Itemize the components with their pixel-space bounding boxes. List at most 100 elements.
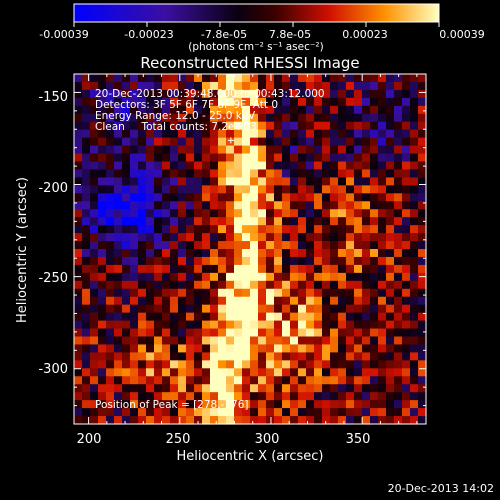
heatmap-cell (386, 328, 395, 338)
heatmap-cell (98, 121, 107, 131)
heatmap-cell (338, 336, 347, 346)
heatmap-cell (210, 416, 219, 425)
heatmap-cell (354, 296, 363, 306)
heatmap-cell (410, 81, 419, 91)
heatmap-cell (210, 225, 219, 234)
heatmap-cell (378, 105, 387, 115)
heatmap-cell (82, 400, 91, 409)
heatmap-cell (362, 400, 371, 409)
heatmap-cell (106, 312, 115, 322)
heatmap-cell (178, 185, 187, 194)
heatmap-cell (298, 320, 307, 330)
colorbar-tick-label: -7.8e-05 (201, 28, 247, 41)
heatmap-cell (394, 129, 403, 139)
heatmap-cell (282, 193, 291, 202)
heatmap-cell (314, 177, 323, 186)
heatmap-cell (362, 241, 371, 250)
heatmap-cell (306, 312, 315, 322)
heatmap-cell (162, 177, 171, 186)
heatmap-cell (410, 256, 419, 266)
heatmap-cell (162, 105, 171, 115)
heatmap-cell (386, 336, 395, 346)
heatmap-cell (226, 233, 235, 242)
heatmap-cell (314, 129, 323, 139)
heatmap-cell (154, 241, 163, 250)
heatmap-cell (314, 193, 323, 202)
heatmap-cell (186, 241, 195, 250)
heatmap-cell (154, 201, 163, 210)
heatmap-cell (402, 408, 411, 417)
heatmap-cell (114, 344, 123, 353)
heatmap-cell (170, 336, 179, 346)
heatmap-cell (362, 74, 371, 83)
heatmap-cell (370, 145, 379, 155)
heatmap-cell (218, 328, 227, 338)
heatmap-cell (274, 177, 283, 186)
heatmap-cell (322, 113, 331, 123)
heatmap-cell (290, 360, 299, 369)
heatmap-cell (138, 249, 147, 258)
heatmap-cell (210, 256, 219, 266)
heatmap-cell (346, 304, 355, 314)
heatmap-cell (122, 400, 131, 409)
heatmap-cell (338, 304, 347, 314)
heatmap-cell (186, 81, 195, 91)
heatmap-cell (170, 121, 179, 131)
heatmap-cell (226, 113, 235, 123)
heatmap-cell (314, 105, 323, 115)
heatmap-cell (362, 336, 371, 346)
heatmap-cell (146, 177, 155, 186)
heatmap-cell (218, 416, 227, 425)
heatmap-cell (130, 177, 139, 186)
heatmap-cell (242, 376, 251, 385)
heatmap-cell (242, 193, 251, 202)
heatmap-cell (386, 145, 395, 155)
x-tick-label: 250 (166, 432, 191, 447)
heatmap-cell (282, 129, 291, 139)
heatmap-cell (234, 74, 243, 83)
heatmap-cell (114, 81, 123, 91)
heatmap-cell (186, 249, 195, 258)
heatmap-cell (386, 360, 395, 369)
heatmap-cell (194, 256, 203, 266)
heatmap-cell (122, 201, 131, 210)
heatmap-cell (122, 241, 131, 250)
heatmap-cell (298, 256, 307, 266)
heatmap-cell (114, 169, 123, 178)
heatmap-cell (386, 400, 395, 409)
heatmap-cell (386, 264, 395, 274)
heatmap-cell (114, 97, 123, 107)
heatmap-cell (378, 264, 387, 274)
heatmap-cell (258, 272, 267, 282)
heatmap-cell (178, 264, 187, 274)
heatmap-cell (282, 145, 291, 155)
heatmap-cell (98, 360, 107, 369)
heatmap-cell (282, 296, 291, 306)
heatmap-cell (386, 233, 395, 242)
heatmap-cell (322, 105, 331, 115)
heatmap-cell (306, 185, 315, 194)
heatmap-cell (162, 121, 171, 131)
heatmap-cell (218, 376, 227, 385)
heatmap-cell (138, 400, 147, 409)
heatmap-cell (338, 376, 347, 385)
heatmap-cell (162, 74, 171, 83)
heatmap-cell (234, 129, 243, 139)
heatmap-cell (274, 233, 283, 242)
heatmap-cell (202, 376, 211, 385)
heatmap-cell (282, 249, 291, 258)
heatmap-cell (202, 416, 211, 425)
heatmap-cell (210, 376, 219, 385)
heatmap-cell (234, 249, 243, 258)
heatmap-cell (154, 336, 163, 346)
heatmap-cell (274, 225, 283, 234)
heatmap-cell (410, 97, 419, 107)
heatmap-cell (250, 153, 259, 163)
heatmap-cell (138, 121, 147, 131)
heatmap-cell (290, 320, 299, 330)
heatmap-cell (362, 280, 371, 290)
heatmap-cell (378, 328, 387, 338)
heatmap-cell (266, 137, 275, 147)
heatmap-cell (130, 113, 139, 123)
heatmap-cell (290, 384, 299, 393)
